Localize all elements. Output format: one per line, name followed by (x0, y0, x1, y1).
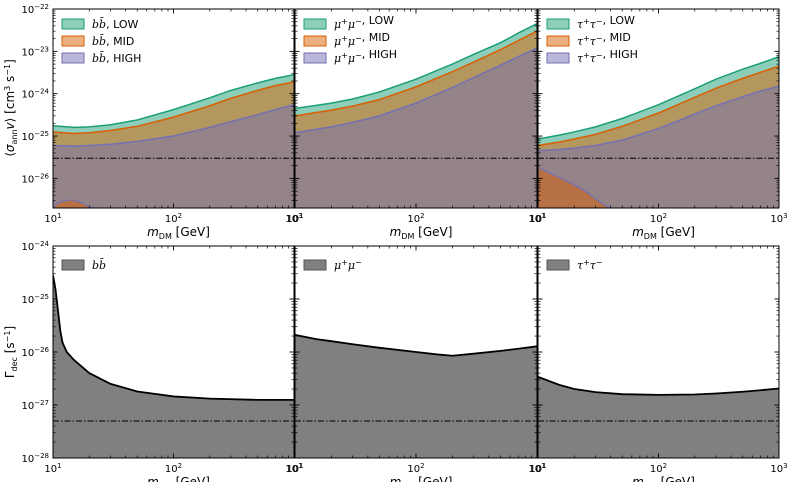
tick-label: 101 (286, 462, 303, 475)
tick-label: 103 (285, 212, 302, 225)
legend-swatch-decay (61, 259, 85, 271)
tick-label: 10−24 (21, 240, 49, 253)
line-high (295, 47, 537, 134)
legend-label-high: τ+τ−, HIGH (577, 48, 638, 65)
legend-swatch-high (546, 52, 570, 64)
legend-label-decay: μ+μ− (334, 258, 362, 272)
legend-label-mid: τ+τ−, MID (577, 31, 631, 48)
plot-area (538, 375, 779, 458)
x-axis-label: mDM [GeV] (390, 475, 453, 482)
tick-label: 10−25 (21, 130, 49, 143)
legend-label-decay: bb̄ (92, 259, 106, 272)
legend-label-low: τ+τ−, LOW (577, 14, 635, 31)
legend-label-mid: μ+μ−, MID (334, 31, 390, 48)
tick-label: 101 (286, 212, 303, 225)
tick-label: 10−24 (21, 88, 49, 101)
tick-label: 10−26 (21, 172, 49, 185)
tick-label: 10−25 (21, 293, 49, 306)
legend-swatch-low (303, 18, 327, 30)
x-axis-label: mDM [GeV] (632, 475, 695, 482)
tick-label: 102 (650, 212, 667, 225)
plot-area (538, 55, 779, 208)
legend: τ+τ− (546, 258, 603, 272)
legend-swatch-decay (303, 259, 327, 271)
tick-label: 101 (285, 462, 302, 475)
legend-label-mid: bb̄, MID (92, 35, 134, 48)
line-low (538, 55, 779, 140)
tick-label: 10−22 (21, 3, 49, 16)
plot-area (295, 23, 537, 208)
legend: bb̄ (61, 259, 106, 272)
plot-area (53, 275, 294, 458)
y-axis-label-decay: Γdec [s−1] (3, 326, 19, 378)
tick-label: 101 (44, 462, 61, 475)
x-axis-label: mDM [GeV] (147, 475, 210, 482)
tick-label: 10−28 (21, 452, 49, 465)
legend: μ+μ− (303, 258, 362, 272)
line-decay (295, 334, 537, 357)
tick-label: 102 (165, 462, 182, 475)
panel-annihilation-bb: 101 102 103 10−26 10−25 10−24 10−23 10−22 mDM [G… (21, 3, 302, 241)
line-high (53, 103, 294, 147)
legend-swatch-mid (546, 35, 570, 47)
panel-decay-tautau: 101 102 103 mDM [GeV] τ+τ− (529, 245, 788, 482)
line-low (53, 74, 294, 129)
plot-area (53, 74, 294, 208)
line-low (295, 23, 537, 110)
area-high (295, 48, 537, 208)
line-decay (53, 275, 294, 401)
tick-label: 10−23 (21, 45, 49, 58)
x-axis-label: mDM [GeV] (632, 225, 695, 241)
area-mid-bump (538, 166, 612, 208)
tick-label: 103 (770, 212, 787, 225)
area-high (53, 104, 294, 208)
area-decay (538, 376, 779, 458)
legend-label-high: bb̄, HIGH (92, 52, 141, 65)
area-high (538, 86, 779, 208)
plot-area (295, 334, 537, 458)
y-axis-label-annihilation: ⟨σannv⟩ [cm3 s−1] (3, 59, 19, 157)
tick-label: 101 (44, 212, 61, 225)
area-decay (295, 334, 537, 458)
legend: bb̄, LOW bb̄, MID bb̄, HIGH (61, 18, 141, 65)
x-axis-label: mDM [GeV] (147, 225, 210, 241)
legend-swatch-low (546, 18, 570, 30)
legend-swatch-low (61, 18, 85, 30)
tick-label: 10−26 (21, 346, 49, 359)
tick-label: 101 (528, 462, 545, 475)
legend-swatch-mid (61, 35, 85, 47)
line-high (538, 85, 779, 152)
line-mid (295, 30, 537, 117)
legend-label-decay: τ+τ− (577, 258, 603, 272)
legend-swatch-high (303, 52, 327, 64)
tick-label: 102 (407, 462, 424, 475)
area-mid-bump (53, 199, 95, 208)
tick-label: 103 (770, 462, 787, 475)
tick-label: 102 (165, 212, 182, 225)
panel-decay-mumu: 101 102 101 mDM [GeV] μ+μ− (286, 245, 546, 482)
tick-label: 102 (650, 462, 667, 475)
tick-label: 10−27 (21, 399, 49, 412)
legend-swatch-decay (546, 259, 570, 271)
tick-label: 102 (407, 212, 424, 225)
x-axis-label: mDM [GeV] (390, 225, 453, 241)
legend-swatch-high (61, 52, 85, 64)
area-decay (53, 275, 294, 458)
legend-label-low: μ+μ−, LOW (334, 14, 394, 31)
legend-label-high: μ+μ−, HIGH (334, 48, 397, 65)
line-mid (53, 81, 294, 135)
legend-swatch-mid (303, 35, 327, 47)
legend-label-low: bb̄, LOW (92, 18, 138, 31)
tick-label: 101 (529, 462, 546, 475)
line-mid (538, 65, 779, 147)
tick-label: 101 (529, 212, 546, 225)
line-decay (538, 375, 779, 396)
tick-label: 101 (528, 212, 545, 225)
